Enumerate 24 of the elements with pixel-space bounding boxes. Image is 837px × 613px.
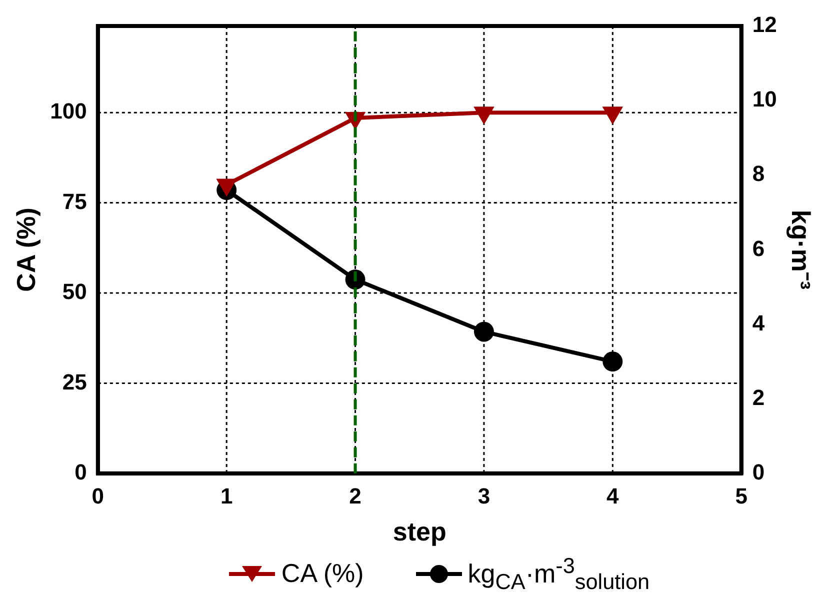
legend-label: CA (%) bbox=[281, 558, 364, 590]
y-tick-label: 50 bbox=[62, 279, 87, 304]
y2-axis-title: kg·m⁻³ bbox=[786, 210, 816, 290]
point bbox=[474, 322, 494, 342]
y-tick-label: 75 bbox=[62, 188, 87, 214]
x-tick-label: 5 bbox=[735, 484, 748, 509]
y2-tick-label: 12 bbox=[752, 12, 777, 38]
x-tick-label: 3 bbox=[478, 484, 490, 509]
x-axis-title: step bbox=[392, 516, 446, 547]
y-axis-title: CA (%) bbox=[10, 208, 41, 292]
x-tick-label: 0 bbox=[92, 484, 104, 509]
x-tick-label: 4 bbox=[606, 484, 620, 509]
x-tick-label: 2 bbox=[349, 484, 362, 509]
y-tick-label: 0 bbox=[74, 459, 87, 484]
y2-tick-label: 0 bbox=[752, 459, 765, 484]
point bbox=[602, 352, 623, 372]
y-tick-label: 100 bbox=[50, 98, 87, 124]
x-tick-label: 1 bbox=[220, 484, 233, 509]
y-tick-label: 25 bbox=[62, 369, 87, 394]
y2-tick-label: 4 bbox=[752, 310, 766, 336]
y2-tick-label: 8 bbox=[752, 161, 765, 186]
y2-tick-label: 6 bbox=[752, 236, 765, 261]
y2-tick-label: 2 bbox=[752, 384, 765, 410]
y2-tick-label: 10 bbox=[752, 86, 777, 112]
